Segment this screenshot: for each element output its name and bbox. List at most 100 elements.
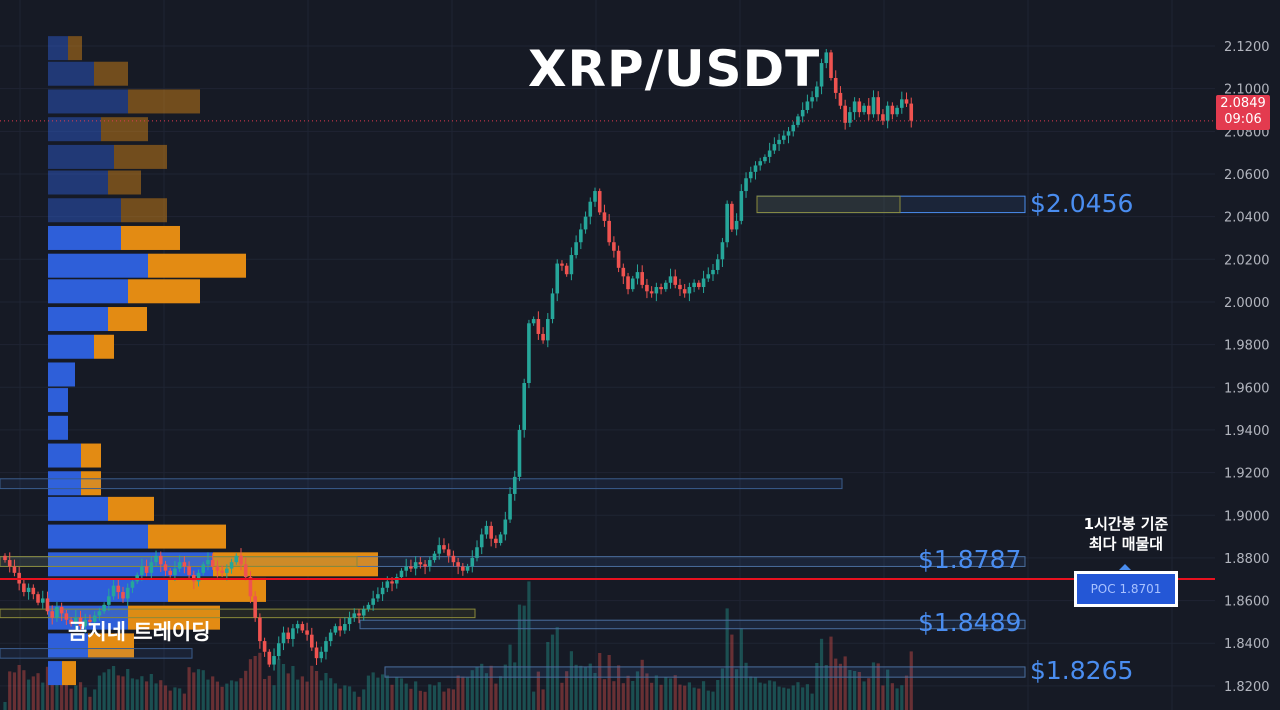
volume-bar — [598, 653, 602, 710]
candle-body — [881, 114, 885, 121]
candle-body — [173, 568, 177, 575]
volume-bar — [371, 672, 375, 710]
candle-body — [885, 105, 890, 121]
candle-body — [470, 557, 475, 567]
candle-body — [829, 52, 833, 78]
volume-bar — [791, 685, 795, 710]
candle-body — [102, 604, 106, 612]
candle-body — [390, 581, 394, 584]
candle-body — [31, 587, 36, 595]
candle-body — [607, 220, 611, 243]
candle-body — [12, 566, 17, 573]
volume-bar — [154, 683, 158, 710]
current-price-value: 2.0849 — [1220, 96, 1266, 111]
volume-bar — [163, 685, 168, 710]
volume-bar — [819, 638, 824, 710]
volume-bar — [173, 687, 177, 710]
volume-bar — [310, 665, 314, 710]
candle-body — [314, 647, 319, 659]
candle-body — [465, 566, 470, 571]
volume-bar — [220, 686, 224, 710]
volume-bar — [333, 683, 337, 710]
volume-bar — [83, 687, 87, 710]
volume-bar — [532, 691, 536, 710]
candle-body — [498, 534, 503, 543]
volume-profile-buy-bar — [48, 415, 68, 440]
candle-body — [527, 323, 531, 384]
candle-body — [154, 555, 158, 563]
zone-box — [0, 648, 193, 659]
volume-bar — [390, 684, 394, 710]
volume-bar — [215, 681, 219, 710]
candle-body — [550, 293, 555, 320]
volume-bar — [810, 693, 814, 710]
candle-body — [7, 560, 12, 567]
candle-body — [701, 278, 706, 288]
candle-body — [574, 242, 578, 256]
volume-bar — [909, 651, 913, 710]
candle-body — [475, 547, 479, 558]
volume-bar — [706, 690, 710, 710]
candle-body — [59, 606, 64, 614]
candle-body — [819, 63, 824, 87]
volume-bar — [149, 674, 153, 710]
volume-bar — [211, 676, 215, 710]
candle-body — [668, 276, 673, 283]
candle-body — [310, 634, 314, 648]
volume-bar — [3, 702, 7, 710]
volume-bar — [621, 683, 625, 710]
volume-profile-buy-bar — [48, 661, 62, 686]
volume-bar — [414, 681, 418, 710]
candle-body — [380, 587, 385, 595]
volume-bar — [60, 682, 64, 710]
candle-body — [848, 112, 852, 123]
candle-body — [706, 274, 711, 279]
candle-body — [824, 52, 829, 64]
volume-bar — [626, 675, 630, 710]
volume-profile-buy-bar — [48, 362, 75, 387]
candle-body — [196, 572, 201, 582]
y-axis-tick-label: 1.9000 — [1224, 509, 1270, 524]
y-axis-tick-label: 1.9400 — [1224, 424, 1270, 439]
candle-body — [300, 624, 305, 631]
volume-bar — [357, 696, 361, 710]
y-axis-tick-label: 2.0200 — [1224, 253, 1270, 268]
volume-bar — [192, 672, 196, 710]
volume-bar — [640, 659, 644, 710]
volume-bar — [17, 665, 21, 710]
volume-bar — [725, 608, 729, 710]
volume-bar — [683, 685, 687, 710]
volume-bar — [886, 669, 890, 710]
volume-bar — [739, 628, 743, 710]
zone-box — [0, 556, 1026, 567]
candle-body — [588, 201, 593, 217]
poc-note: 1시간봉 기준 최다 매물대 — [1064, 514, 1188, 554]
volume-profile-buy-bar — [48, 443, 81, 468]
level-label-2-0456: $2.0456 — [1030, 188, 1134, 218]
candle-body — [319, 651, 324, 659]
volume-bar — [904, 675, 909, 710]
candle-body — [107, 596, 111, 605]
candle-body — [239, 555, 243, 565]
volume-bar — [447, 688, 451, 710]
candle-body — [725, 203, 729, 243]
candle-body — [734, 220, 739, 230]
volume-bar — [871, 662, 876, 710]
volume-bar — [786, 688, 791, 710]
volume-bar — [253, 656, 257, 710]
candle-body — [423, 564, 427, 567]
volume-profile-buy-bar — [48, 471, 81, 496]
candle-body — [451, 555, 456, 563]
volume-bar — [654, 675, 658, 710]
candle-body — [333, 626, 338, 633]
volume-bar — [418, 690, 422, 710]
volume-bar — [796, 682, 800, 710]
volume-profile-sell-bar — [148, 253, 246, 278]
volume-profile-buy-bar — [48, 279, 128, 304]
candle-body — [163, 564, 168, 571]
volume-bar — [838, 663, 843, 710]
candle-body — [225, 568, 229, 573]
candle-body — [428, 560, 432, 567]
volume-bar — [777, 686, 781, 710]
